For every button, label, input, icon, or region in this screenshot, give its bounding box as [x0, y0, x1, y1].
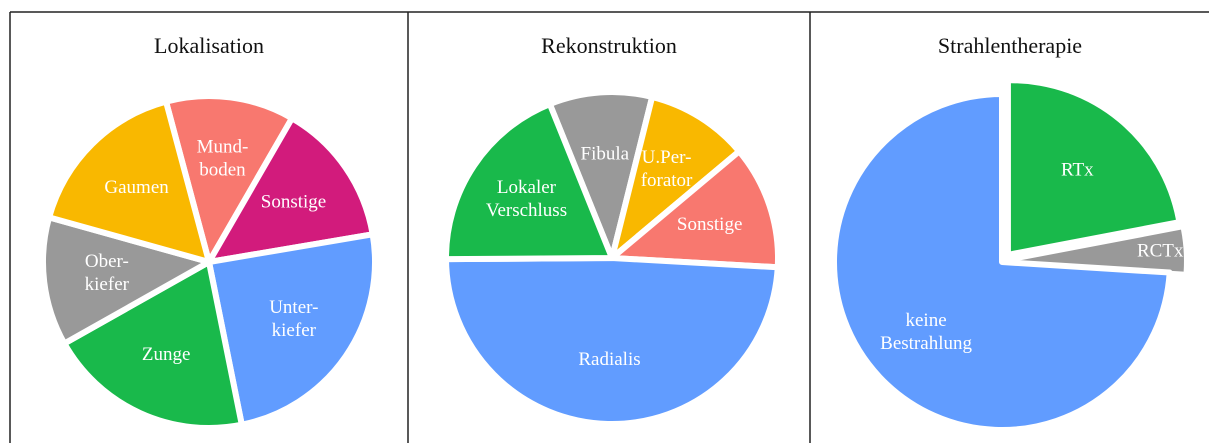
slice-label: Gaumen: [104, 177, 169, 198]
pie-slice: [443, 255, 781, 427]
chart-title: Rekonstruktion: [541, 33, 677, 58]
slice-label: Lokaler Verschluss: [486, 178, 567, 222]
pie-slice: [163, 93, 295, 265]
pie-slice: [46, 98, 212, 265]
slice-label: keine Bestrahlung: [880, 310, 972, 354]
pie-slice: [831, 91, 1173, 433]
pie-slice: [1015, 229, 1184, 272]
pie-slice: [609, 93, 743, 261]
pie-slice: [61, 259, 245, 431]
chart-title: Lokalisation: [154, 33, 264, 58]
slice-label: Unter-kiefer: [269, 297, 318, 341]
slice-label: Sonstige: [677, 214, 742, 235]
slice-label: Zunge: [142, 344, 191, 365]
pie-slice: [1010, 83, 1176, 252]
slice-label: U.Per-forator: [641, 148, 693, 192]
pie-slice: [546, 89, 656, 261]
slice-label: Mund-boden: [197, 137, 249, 181]
slice-label: Radialis: [578, 349, 640, 370]
slice-label: RTx: [1061, 159, 1094, 180]
pie-slice: [40, 214, 212, 347]
pie-slice: [206, 231, 378, 428]
pie-slice: [206, 115, 376, 265]
slice-label: Fibula: [581, 144, 630, 165]
chart-title: Strahlentherapie: [938, 33, 1082, 58]
slice-label: Ober-kiefer: [85, 251, 130, 295]
slice-label: RCTx: [1137, 240, 1184, 261]
pie-slice: [443, 101, 615, 263]
slice-label: Sonstige: [261, 192, 326, 213]
pie-slice: [609, 148, 781, 271]
